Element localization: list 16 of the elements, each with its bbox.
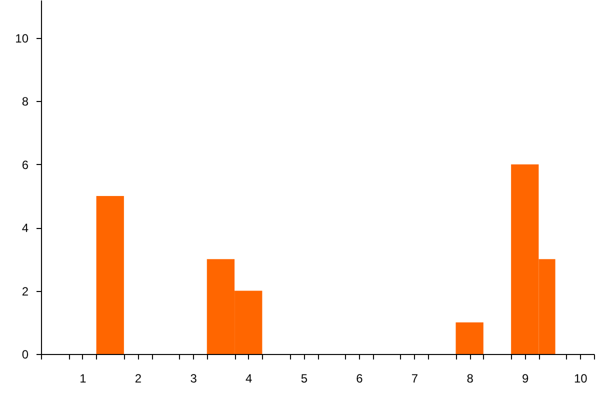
x-tick-label: 8	[466, 372, 474, 386]
x-tick-label: 4	[246, 372, 253, 386]
x-tick-label: 2	[134, 372, 142, 386]
x-tick-label: 10	[574, 372, 588, 386]
x-tick-label: 6	[356, 372, 364, 386]
x-tick-label: 3	[190, 372, 198, 386]
y-tick-label: 0	[22, 348, 29, 362]
y-tick-label: 2	[22, 284, 29, 298]
y-tick-label: 10	[15, 31, 29, 46]
x-tick-label: 9	[522, 372, 530, 386]
x-tick-label: 7	[411, 372, 418, 386]
y-tick-label: 8	[22, 94, 29, 109]
x-tick-label: 1	[80, 372, 87, 386]
y-tick-label: 4	[22, 221, 29, 236]
x-tick-label: 5	[300, 372, 308, 386]
y-tick-label: 6	[22, 158, 29, 172]
